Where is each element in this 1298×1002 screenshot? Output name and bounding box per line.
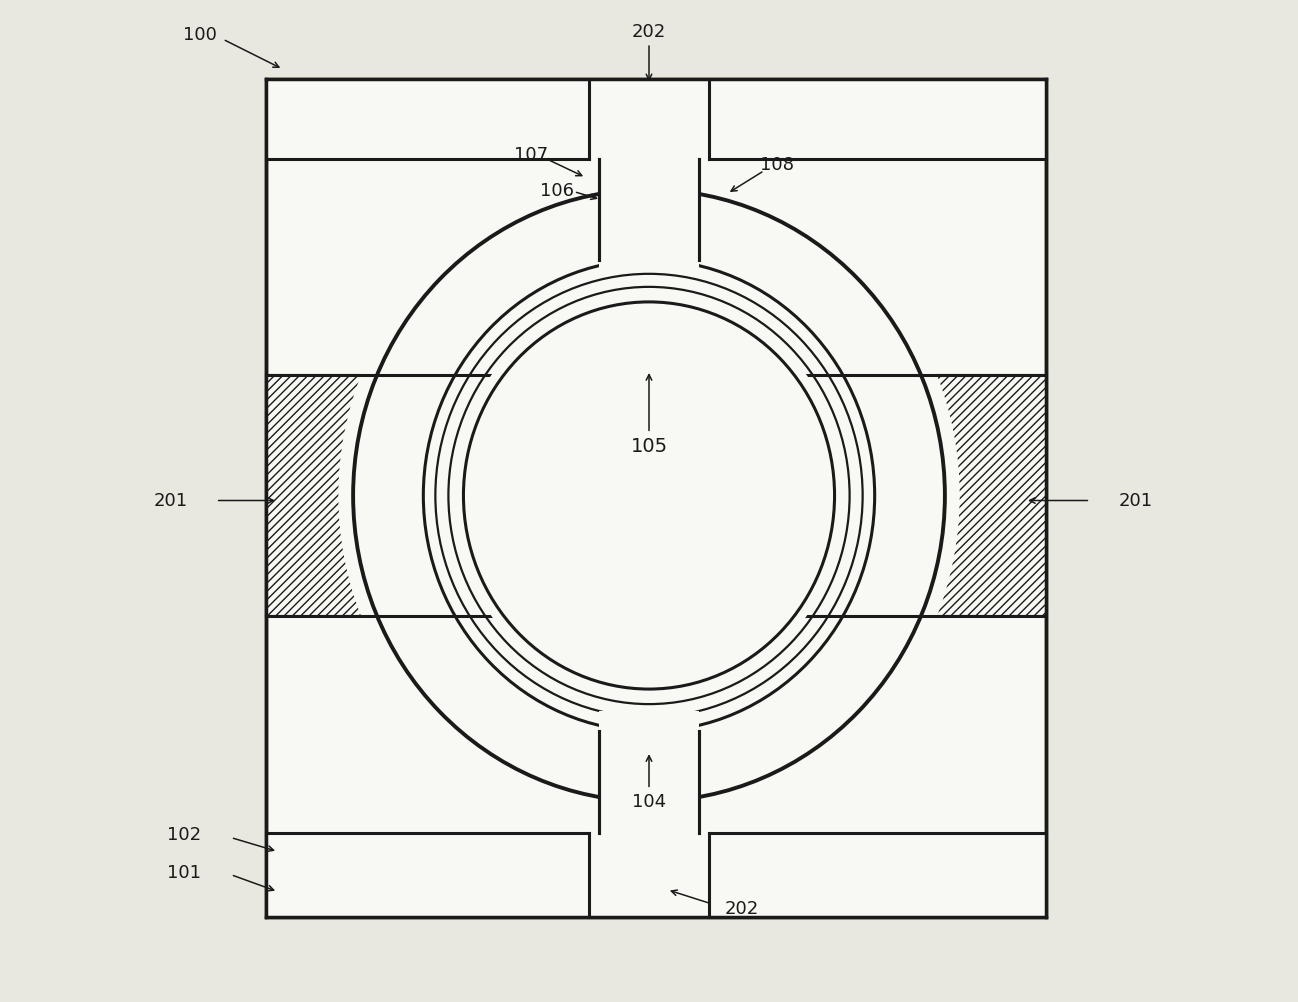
Bar bbox=[266, 376, 434, 616]
Bar bbox=[709, 80, 1046, 160]
Text: 105: 105 bbox=[631, 437, 667, 455]
Text: 106: 106 bbox=[540, 181, 574, 199]
Text: 107: 107 bbox=[514, 146, 548, 164]
Text: 202: 202 bbox=[632, 23, 666, 41]
Bar bbox=[266, 80, 589, 160]
Bar bbox=[709, 834, 1046, 917]
Bar bbox=[598, 711, 700, 844]
Text: 108: 108 bbox=[761, 156, 794, 174]
Ellipse shape bbox=[393, 230, 905, 762]
Text: 100: 100 bbox=[183, 26, 217, 44]
Ellipse shape bbox=[463, 303, 835, 689]
Bar bbox=[266, 834, 589, 917]
Text: 201: 201 bbox=[1119, 492, 1153, 510]
Ellipse shape bbox=[440, 280, 858, 712]
Ellipse shape bbox=[453, 293, 845, 699]
Ellipse shape bbox=[339, 175, 959, 817]
Text: 104: 104 bbox=[632, 793, 666, 811]
Bar bbox=[266, 80, 1046, 917]
Bar bbox=[598, 140, 700, 271]
Bar bbox=[589, 80, 709, 160]
Ellipse shape bbox=[430, 267, 868, 725]
Text: 202: 202 bbox=[724, 899, 758, 917]
Bar bbox=[589, 834, 709, 917]
Text: 101: 101 bbox=[166, 863, 201, 881]
Text: 201: 201 bbox=[153, 492, 188, 510]
Bar bbox=[864, 376, 1046, 616]
Text: 102: 102 bbox=[166, 826, 201, 844]
